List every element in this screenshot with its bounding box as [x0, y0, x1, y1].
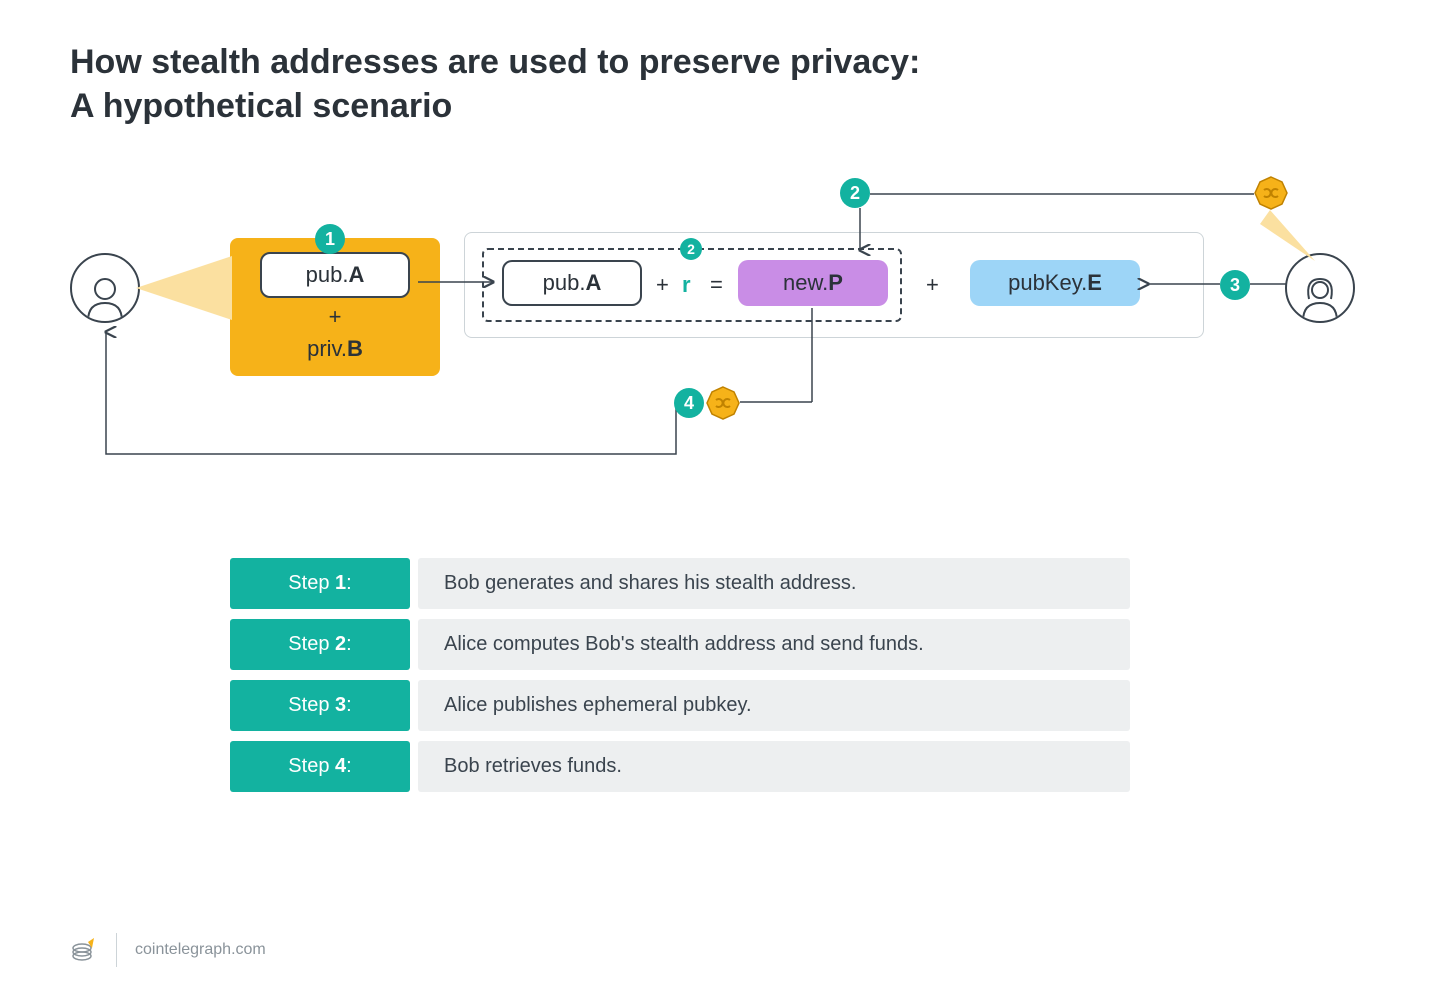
frame-pub-a-bold: A [585, 270, 601, 295]
pubkey-e-pre: pubKey. [1008, 270, 1087, 295]
cointelegraph-logo-icon [70, 936, 98, 964]
footer-site: cointelegraph.com [135, 941, 266, 959]
steps-list: Step 1: Bob generates and shares his ste… [230, 558, 1130, 792]
step-label: Step 4: [230, 741, 410, 792]
step-row: Step 3: Alice publishes ephemeral pubkey… [230, 680, 1130, 731]
step-label: Step 3: [230, 680, 410, 731]
title-line-1: How stealth addresses are used to preser… [70, 43, 920, 81]
step-row: Step 2: Alice computes Bob's stealth add… [230, 619, 1130, 670]
step-row: Step 4: Bob retrieves funds. [230, 741, 1130, 792]
step-desc: Alice publishes ephemeral pubkey. [418, 680, 1130, 731]
pub-a-bold: A [348, 262, 364, 287]
step-label: Step 1: [230, 558, 410, 609]
coin-bottom-icon [706, 386, 740, 420]
op-r: r [682, 272, 691, 298]
step-label: Step 2: [230, 619, 410, 670]
line-newp-down [810, 308, 814, 402]
badge-3: 3 [1220, 270, 1250, 300]
alice-speech-icon [1260, 206, 1320, 266]
frame-pub-a-pill: pub.A [502, 260, 642, 306]
op-plus-1: + [656, 272, 669, 298]
pub-a-pre: pub. [306, 262, 349, 287]
line-alice-to-3 [1250, 278, 1286, 290]
coin-top-icon [1254, 176, 1288, 210]
step-desc: Bob generates and shares his stealth add… [418, 558, 1130, 609]
op-eq: = [710, 272, 723, 298]
page-title: How stealth addresses are used to preser… [70, 40, 1380, 128]
line-2-to-coin [870, 192, 1254, 196]
diagram-canvas: pub.A + priv.B 1 2 pub.A + r = new.P + p… [70, 178, 1380, 528]
line-to-badge4 [740, 400, 812, 404]
footer: cointelegraph.com [70, 933, 266, 967]
arrow-2-down [855, 208, 865, 258]
footer-divider [116, 933, 117, 967]
person-bob-icon [70, 253, 140, 323]
bob-speech-icon [136, 256, 236, 326]
op-plus-2: + [926, 272, 939, 298]
return-path [100, 324, 680, 464]
step-desc: Bob retrieves funds. [418, 741, 1130, 792]
step-row: Step 1: Bob generates and shares his ste… [230, 558, 1130, 609]
frame-pub-a-pre: pub. [543, 270, 586, 295]
badge-2: 2 [840, 178, 870, 208]
step-desc: Alice computes Bob's stealth address and… [418, 619, 1130, 670]
pub-a-pill: pub.A [260, 252, 410, 298]
arrow-pubA-to-frame [418, 276, 498, 288]
badge-4: 4 [674, 388, 704, 418]
new-p-pre: new. [783, 270, 828, 295]
title-line-2: A hypothetical scenario [70, 87, 452, 125]
arrow-3-left [1142, 278, 1220, 290]
pubkey-e-bold: E [1087, 270, 1102, 295]
new-p-pill: new.P [738, 260, 888, 306]
pubkey-e-pill: pubKey.E [970, 260, 1140, 306]
new-p-bold: P [828, 270, 843, 295]
